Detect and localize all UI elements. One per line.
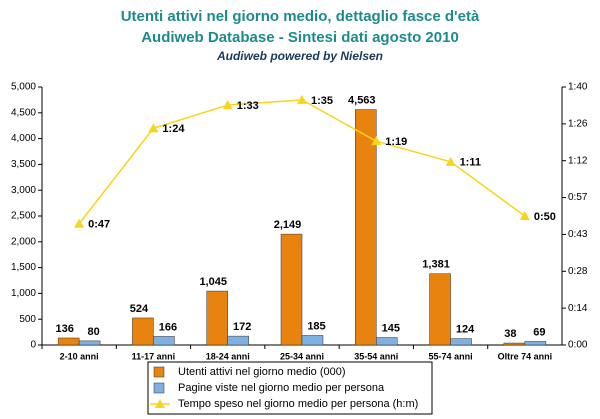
bar <box>429 273 451 346</box>
data-label: 1:19 <box>385 136 407 148</box>
data-label: 38 <box>504 328 516 340</box>
x-tick-label: 55-74 anni <box>429 351 473 361</box>
data-label: 166 <box>159 321 177 333</box>
y-tick-label: 500 <box>19 314 36 325</box>
data-label: 124 <box>456 324 475 336</box>
data-label: 1:33 <box>237 100 259 112</box>
y-tick-label: 4,500 <box>11 107 36 118</box>
legend-swatch <box>153 366 165 378</box>
marker <box>297 94 307 104</box>
y2-tick-label: 1:40 <box>568 82 588 93</box>
y2-tick-label: 1:12 <box>568 155 588 166</box>
x-tick-label: 2-10 anni <box>60 351 99 361</box>
legend-label: Utenti attivi nel giorno medio (000) <box>178 366 346 378</box>
x-tick-label: 35-54 anni <box>354 351 398 361</box>
x-tick-label: 18-24 anni <box>206 351 250 361</box>
x-tick-label: 11-17 anni <box>132 351 176 361</box>
line <box>78 99 526 225</box>
data-label: 80 <box>88 326 100 338</box>
legend-label: Pagine viste nel giorno medio per person… <box>178 382 385 394</box>
bar <box>57 337 80 346</box>
bar <box>301 335 324 346</box>
marker <box>519 211 530 220</box>
y2-tick-label: 0:14 <box>568 303 588 314</box>
bar <box>227 335 249 346</box>
y-tick-label: 0 <box>30 340 36 351</box>
data-label: 136 <box>55 323 73 335</box>
data-label: 2,149 <box>274 219 302 231</box>
x-tick-label: 25-34 anni <box>280 351 324 361</box>
chart-subtitle: Audiweb Database - Sintesi dati agosto 2… <box>141 29 459 46</box>
bar <box>132 317 154 346</box>
data-label: 0:50 <box>534 211 556 223</box>
chart-title: Utenti attivi nel giorno medio, dettagli… <box>121 8 480 25</box>
y-tick-label: 3,500 <box>11 159 36 170</box>
y-tick-label: 1,500 <box>11 262 36 273</box>
data-label: 1:24 <box>162 123 185 135</box>
y2-tick-label: 0:28 <box>568 266 588 277</box>
data-label: 4,563 <box>348 94 376 106</box>
y-tick-label: 2,000 <box>11 236 36 247</box>
bar <box>376 337 398 346</box>
marker <box>148 123 159 133</box>
y2-tick-label: 0:57 <box>568 192 588 203</box>
bar <box>206 290 228 346</box>
bar <box>78 340 101 346</box>
bar <box>450 338 472 346</box>
bar <box>153 336 175 346</box>
data-label: 172 <box>233 321 251 333</box>
data-label: 69 <box>533 326 545 338</box>
data-label: 524 <box>130 303 149 315</box>
data-label: 145 <box>382 322 400 334</box>
chart-source: Audiweb powered by Nielsen <box>216 49 383 63</box>
y-tick-label: 3,000 <box>11 185 36 196</box>
legend-swatch <box>155 399 165 408</box>
marker <box>371 136 382 146</box>
legend-box <box>147 361 433 415</box>
marker <box>222 100 233 110</box>
y-tick-label: 4,000 <box>11 133 36 144</box>
bar <box>280 233 303 346</box>
bar <box>355 109 377 346</box>
data-label: 0:47 <box>88 219 110 231</box>
y-tick-label: 1,000 <box>11 288 36 299</box>
y-tick-label: 5,000 <box>11 82 36 93</box>
y2-tick-label: 0:43 <box>568 229 588 240</box>
legend-swatch <box>153 382 165 394</box>
data-label: 1:35 <box>311 95 333 107</box>
marker <box>74 218 85 228</box>
bar <box>503 342 526 346</box>
data-label: 185 <box>307 320 325 332</box>
x-tick-label: Oltre 74 anni <box>498 351 553 361</box>
y2-tick-label: 0:00 <box>568 340 588 351</box>
marker <box>445 156 456 166</box>
data-label: 1:11 <box>460 157 481 169</box>
legend-label: Tempo speso nel giorno medio per persona… <box>178 398 418 410</box>
bar <box>524 341 547 346</box>
y-tick-label: 2,500 <box>11 211 36 222</box>
y2-tick-label: 1:26 <box>568 119 588 130</box>
data-label: 1,045 <box>199 276 227 288</box>
data-label: 1,381 <box>422 259 450 271</box>
